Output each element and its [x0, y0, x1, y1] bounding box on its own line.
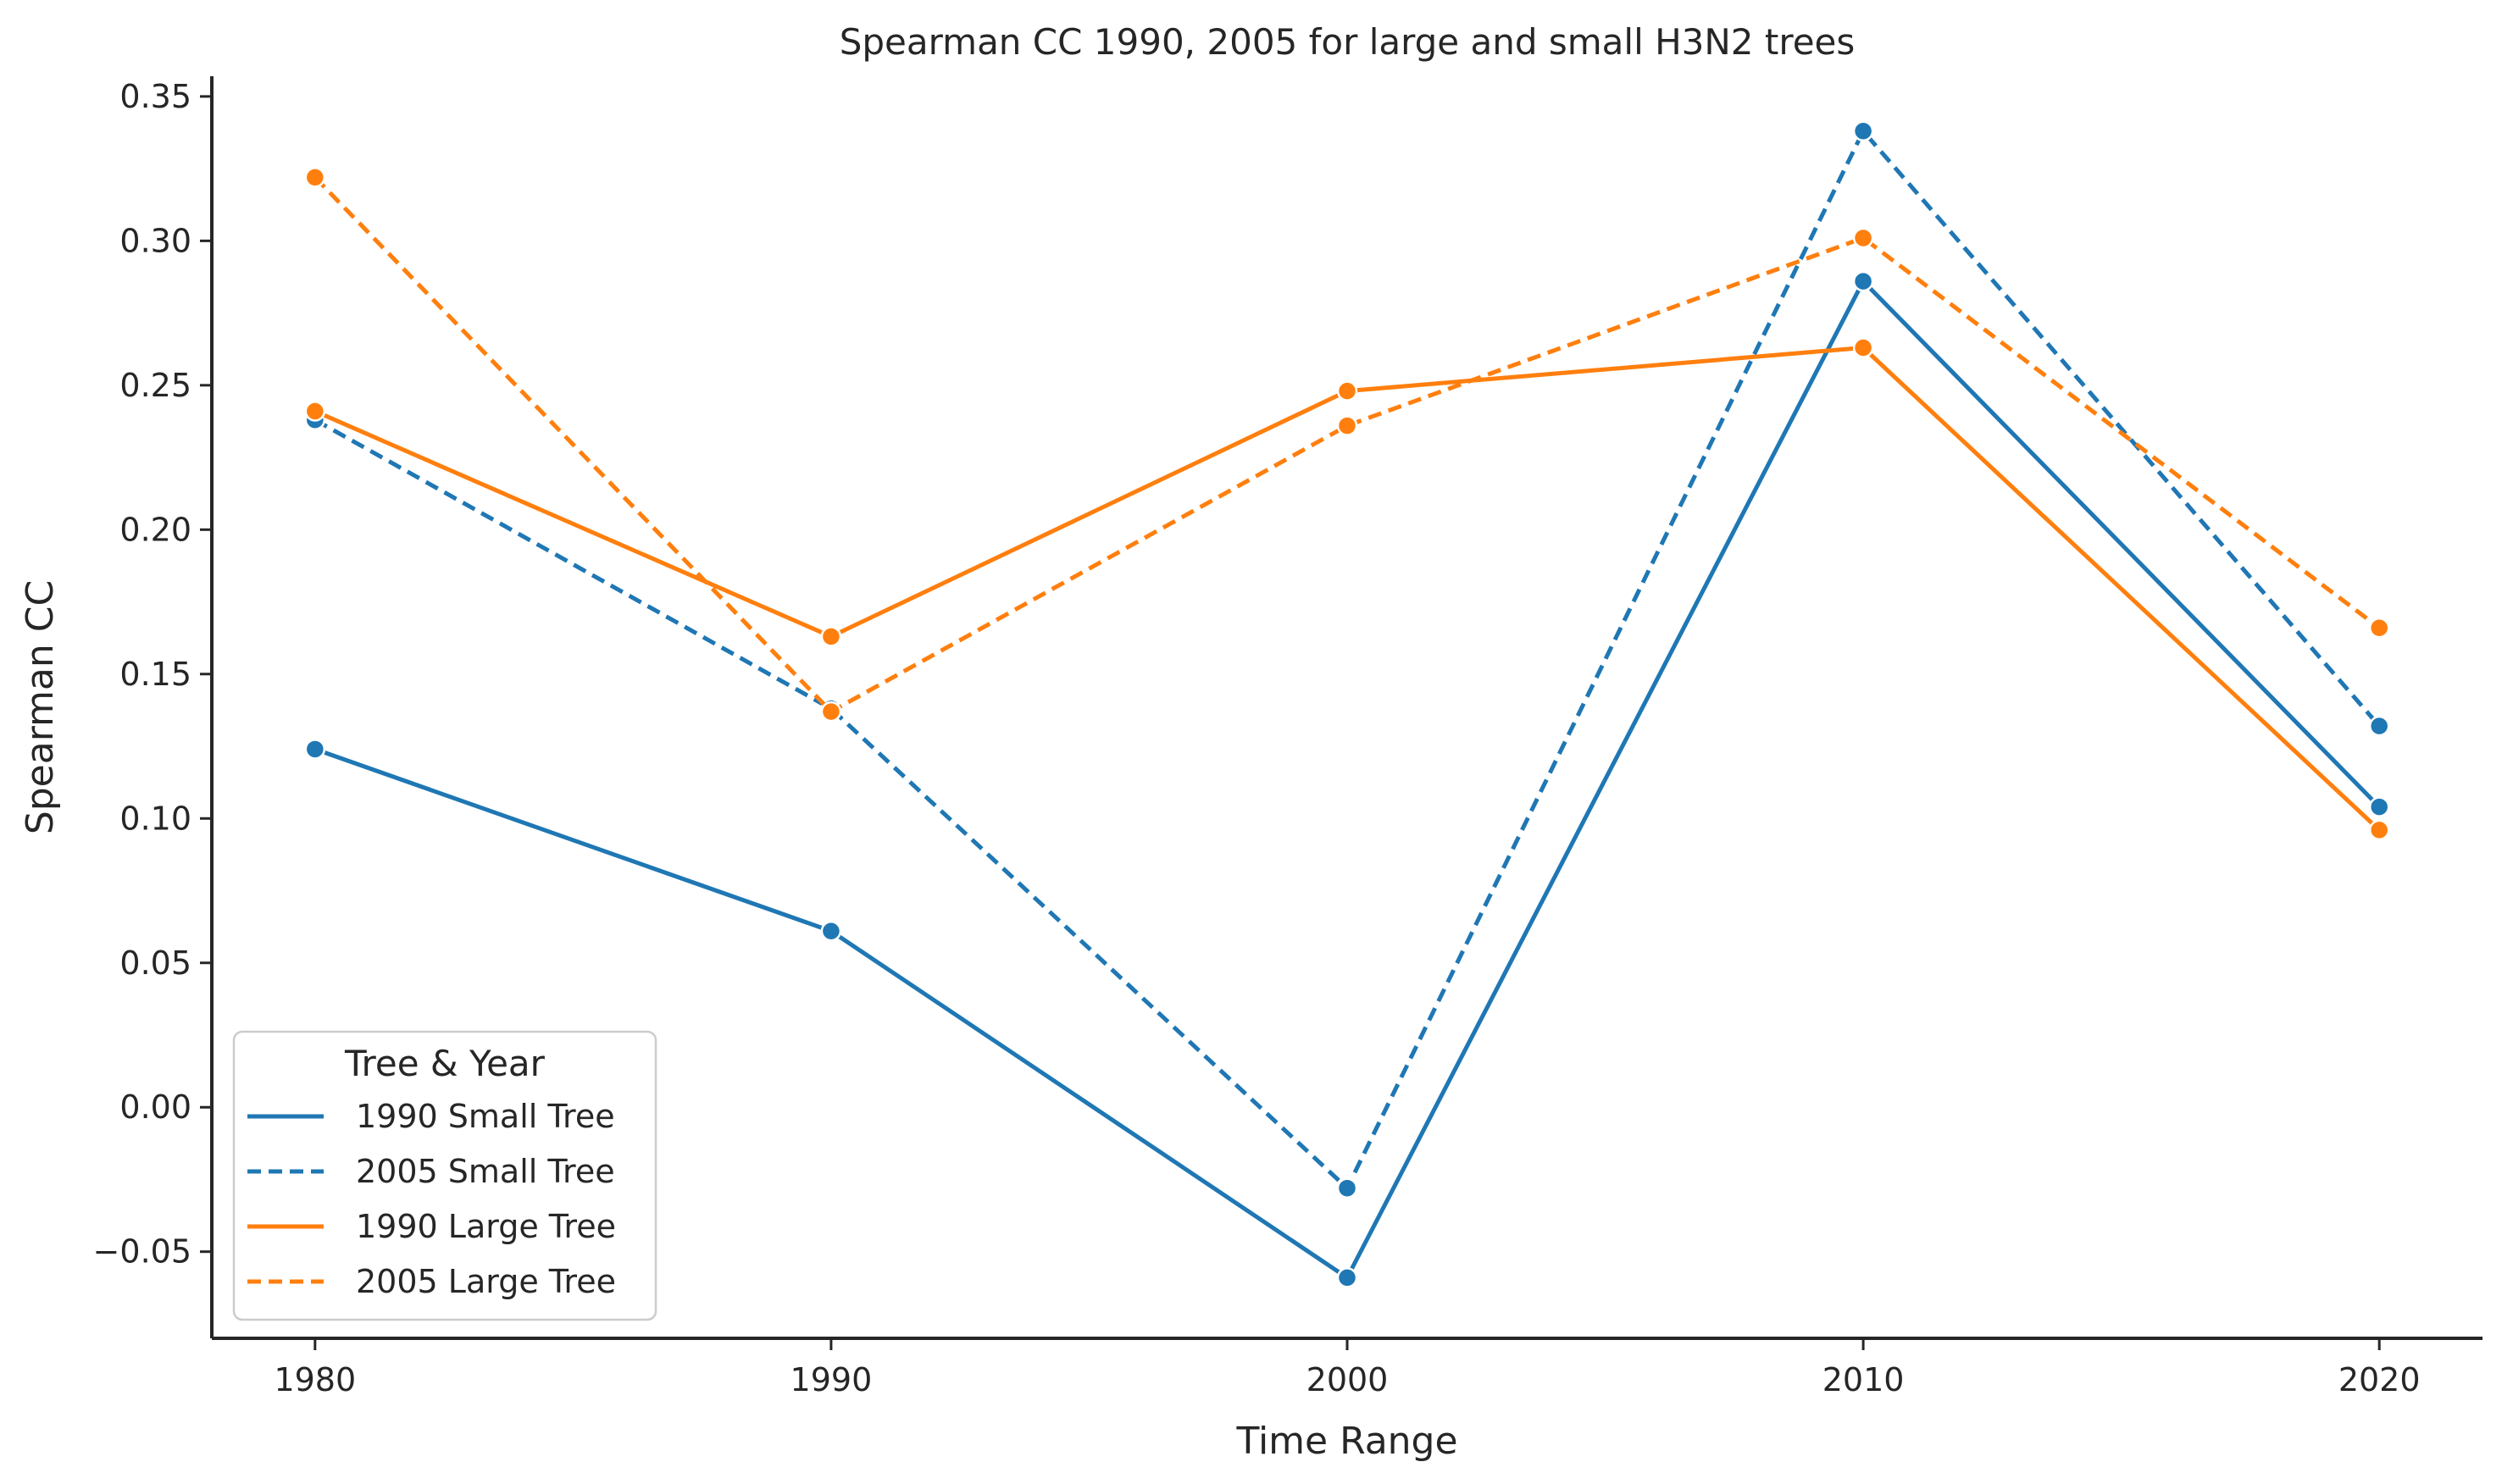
- y-ticks: −0.05 0.00 0.05 0.10 0.15 0.20 0.25 0.30 0.35: [93, 78, 212, 1271]
- y-tick-label: 0.10: [119, 800, 191, 837]
- y-tick-label: 0.25: [119, 367, 191, 404]
- x-tick-label: 2020: [2338, 1361, 2421, 1398]
- legend-items: 1990 Small Tree 2005 Small Tree 1990 Large…: [247, 1098, 616, 1300]
- y-tick-label: 0.00: [119, 1088, 191, 1126]
- x-tick-label: 2000: [1306, 1361, 1389, 1398]
- legend-label: 1990 Large Tree: [356, 1208, 616, 1245]
- data-point-1990-small-tree: [820, 920, 842, 942]
- data-point-1990-large-tree: [304, 401, 326, 422]
- legend-label: 2005 Small Tree: [356, 1153, 615, 1190]
- x-tick-label: 2010: [1822, 1361, 1905, 1398]
- data-point-2005-large-tree: [820, 700, 842, 723]
- data-point-2005-small-tree: [2368, 715, 2390, 737]
- data-point-1990-small-tree: [304, 739, 326, 760]
- data-point-2005-large-tree: [1852, 227, 1874, 249]
- x-tick-label: 1990: [791, 1361, 873, 1398]
- y-axis-label: Spearman CC: [19, 580, 62, 834]
- data-point-2005-large-tree: [2368, 617, 2390, 639]
- data-point-2005-small-tree: [1336, 1177, 1358, 1199]
- x-tick-label: 1980: [274, 1361, 356, 1398]
- y-tick-label: 0.05: [119, 944, 191, 982]
- x-axis-label: Time Range: [1235, 1420, 1457, 1463]
- series-line-2005-large-tree: [313, 175, 2381, 714]
- legend-box: [232, 1030, 657, 1321]
- data-point-1990-large-tree: [2368, 819, 2390, 841]
- y-tick-label: 0.20: [119, 511, 191, 548]
- x-ticks: 1980 1990 2000 2010 2020: [274, 1338, 2421, 1398]
- y-tick-label: −0.05: [93, 1233, 191, 1271]
- data-point-1990-small-tree: [1852, 270, 1874, 292]
- data-point-1990-large-tree: [1852, 337, 1874, 358]
- data-point-1990-small-tree: [1336, 1267, 1358, 1288]
- y-tick-label: 0.30: [119, 222, 191, 259]
- data-point-2005-large-tree: [304, 167, 326, 188]
- legend-label: 1990 Small Tree: [356, 1098, 615, 1135]
- data-point-2005-large-tree: [1336, 415, 1358, 436]
- legend-label: 2005 Large Tree: [356, 1263, 616, 1300]
- plot-area: [304, 120, 2390, 1288]
- y-tick-label: 0.15: [119, 656, 191, 693]
- chart-title: Spearman CC 1990, 2005 for large and sma…: [840, 21, 1856, 63]
- data-point-2005-small-tree: [1852, 120, 1874, 142]
- legend: Tree & Year 1990 Small Tree 2005 Small Tr…: [232, 1030, 657, 1321]
- data-point-1990-large-tree: [1336, 380, 1358, 401]
- data-point-1990-small-tree: [2368, 796, 2390, 817]
- legend-title: Tree & Year: [344, 1043, 546, 1084]
- y-tick-label: 0.35: [119, 78, 191, 115]
- data-point-1990-large-tree: [820, 626, 842, 647]
- series-line-2005-small-tree: [313, 129, 2382, 1191]
